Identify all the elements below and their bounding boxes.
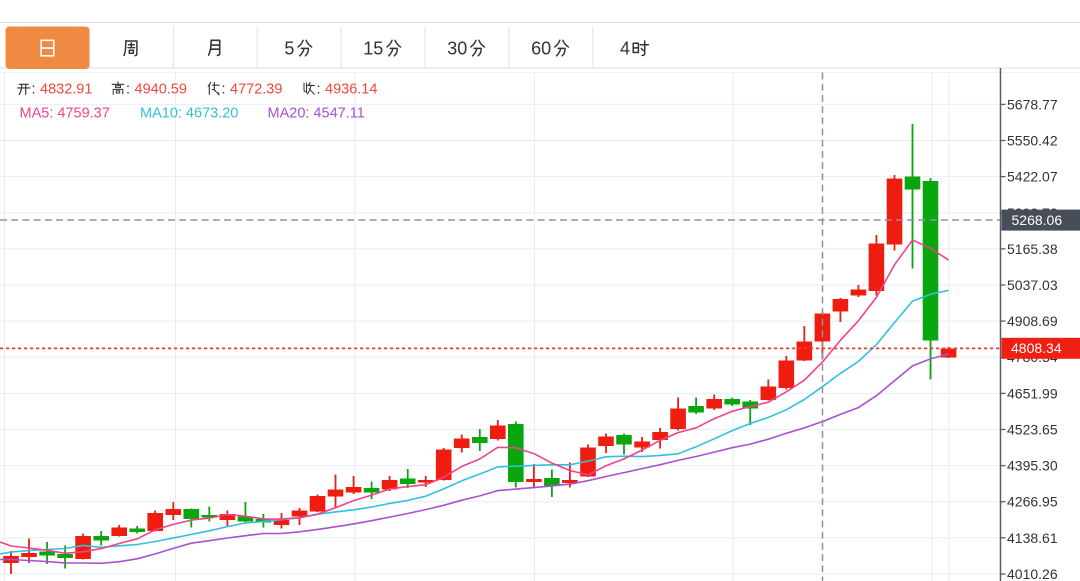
svg-text:5: 5 bbox=[284, 39, 294, 59]
svg-text:MA20: 4547.11: MA20: 4547.11 bbox=[268, 106, 365, 122]
svg-text:60: 60 bbox=[531, 39, 551, 59]
svg-text:4651.99: 4651.99 bbox=[1007, 385, 1058, 401]
svg-text:MA5: 4759.37: MA5: 4759.37 bbox=[20, 106, 110, 122]
svg-text:30: 30 bbox=[447, 39, 467, 59]
svg-text::: : bbox=[317, 82, 321, 98]
svg-text:5422.07: 5422.07 bbox=[1007, 169, 1058, 185]
svg-text::: : bbox=[32, 82, 36, 98]
svg-text:15: 15 bbox=[363, 39, 383, 59]
svg-text:5678.77: 5678.77 bbox=[1007, 96, 1058, 112]
svg-text:4832.91: 4832.91 bbox=[40, 82, 92, 98]
svg-text:4772.39: 4772.39 bbox=[230, 82, 282, 98]
svg-text:MA10: 4673.20: MA10: 4673.20 bbox=[140, 106, 238, 122]
svg-text:5268.06: 5268.06 bbox=[1012, 212, 1063, 228]
svg-text::: : bbox=[222, 82, 226, 98]
svg-text:4138.61: 4138.61 bbox=[1007, 530, 1058, 546]
svg-text:4523.65: 4523.65 bbox=[1007, 422, 1058, 438]
svg-text:4266.95: 4266.95 bbox=[1007, 494, 1058, 510]
svg-text:5037.03: 5037.03 bbox=[1007, 277, 1058, 293]
svg-text:4808.34: 4808.34 bbox=[1011, 340, 1062, 356]
svg-text:4908.69: 4908.69 bbox=[1007, 313, 1058, 329]
svg-text::: : bbox=[126, 82, 130, 98]
svg-text:5165.38: 5165.38 bbox=[1007, 241, 1058, 257]
svg-text:4940.59: 4940.59 bbox=[135, 82, 187, 98]
svg-text:4936.14: 4936.14 bbox=[325, 82, 377, 98]
svg-text:4395.30: 4395.30 bbox=[1007, 458, 1058, 474]
svg-text:4: 4 bbox=[620, 39, 630, 59]
svg-text:5550.42: 5550.42 bbox=[1007, 133, 1058, 149]
svg-text:4010.26: 4010.26 bbox=[1007, 566, 1058, 581]
